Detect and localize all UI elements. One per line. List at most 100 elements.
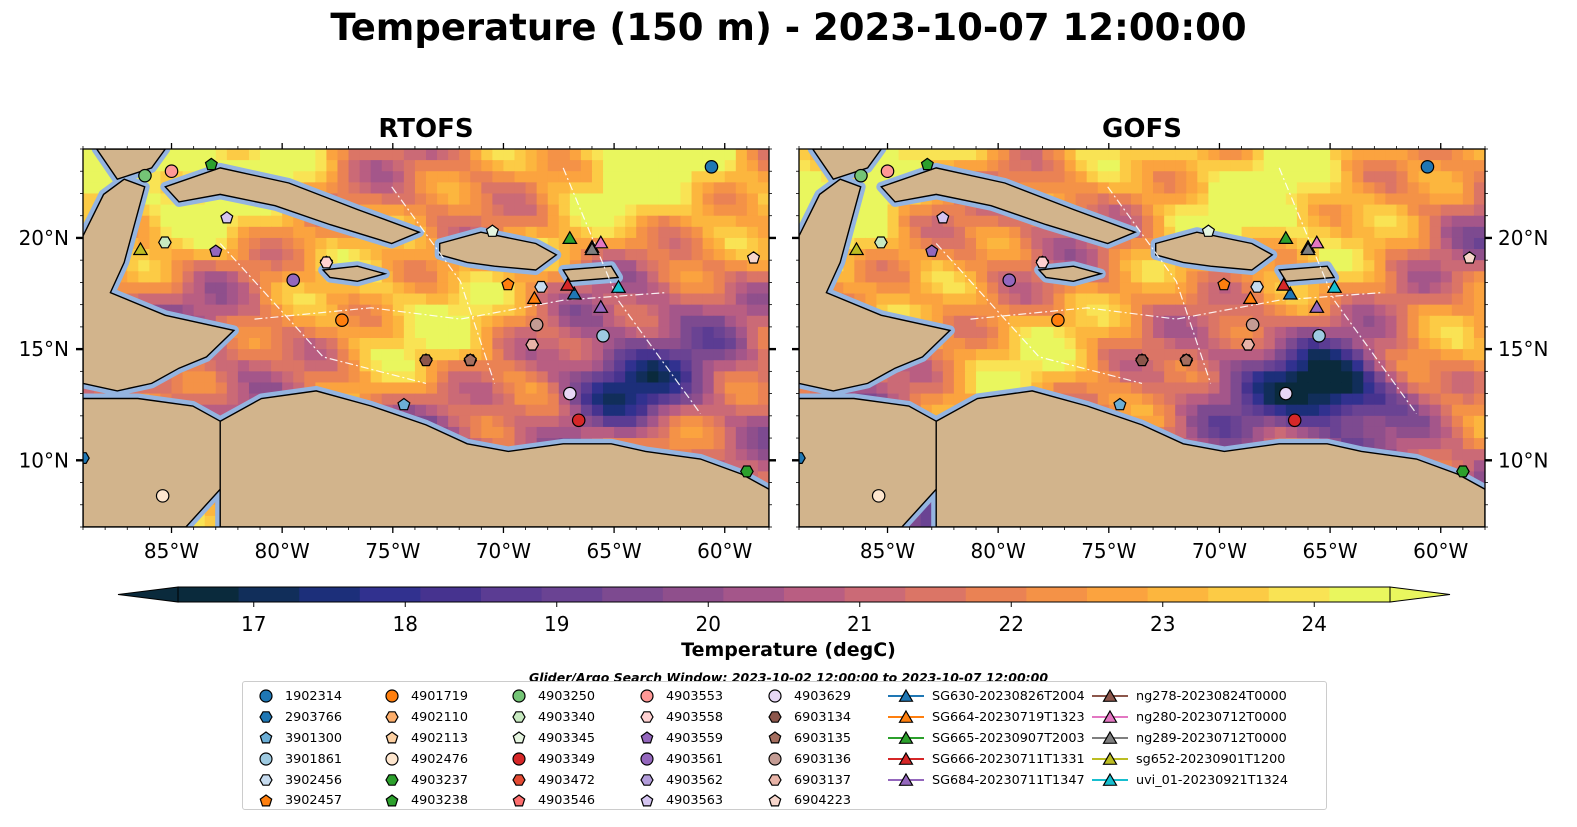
legend-marker — [640, 689, 654, 704]
legend-marker — [898, 731, 914, 745]
marker-3902456 — [534, 280, 548, 293]
legend-marker — [768, 689, 782, 704]
panel-title-gofs: GOFS — [1102, 114, 1182, 144]
legend-marker — [898, 751, 914, 766]
marker-SG666-20230711T1331 — [1275, 277, 1292, 291]
lon-tick-label: 65°W — [1302, 539, 1357, 563]
legend-label: 3901861 — [285, 751, 342, 767]
lon-tick-label: 85°W — [144, 539, 199, 563]
marker-4903563 — [936, 210, 950, 224]
pentagon-marker-icon — [259, 731, 273, 744]
legend-item: 4903629 — [764, 686, 851, 707]
marker-3902456 — [1250, 280, 1264, 293]
colorbar-tick-label: 17 — [241, 612, 266, 636]
legend-marker — [768, 731, 782, 744]
marker-6903136 — [1245, 317, 1260, 332]
marker-SG664-20230719T1323 — [1242, 290, 1259, 304]
legend-label: 4903472 — [538, 772, 595, 788]
marker-6904223 — [1462, 251, 1477, 264]
legend-column: SG630-20230826T2004 SG664-20230719T1323 SG… — [888, 686, 1085, 790]
marker-ng280-20230712T0000 — [1309, 235, 1325, 249]
marker-6903137 — [1241, 338, 1256, 351]
legend-label: 4903553 — [666, 688, 723, 704]
legend-label: SG664-20230719T1323 — [932, 709, 1085, 725]
marker-3901861 — [1312, 328, 1326, 343]
colorbar-bin — [662, 587, 724, 602]
legend-label: SG630-20230826T2004 — [932, 688, 1085, 704]
marker-sg652-20230901T1200 — [132, 241, 149, 256]
marker-4902476 — [155, 489, 170, 503]
legend-item: SG684-20230711T1347 — [888, 770, 1085, 791]
legend-column: ng278-20230824T0000 ng280-20230712T0000 ng… — [1092, 686, 1288, 790]
marker-SG666-20230711T1331 — [559, 277, 576, 291]
marker-3901300 — [397, 397, 411, 411]
legend-item: 4903546 — [508, 790, 595, 811]
marker-3901861 — [596, 328, 610, 343]
legend-item: 4903238 — [381, 790, 468, 811]
colorbar-bin — [723, 587, 785, 602]
triangle-marker-icon — [1092, 689, 1128, 703]
legend-column: 4903629 6903134 6903135 6903136 6903137 69042… — [764, 686, 851, 811]
lon-tick-label: 60°W — [1413, 539, 1468, 563]
legend-marker — [385, 731, 399, 744]
marker-6903134 — [1135, 354, 1149, 367]
legend-label: 6903135 — [794, 730, 851, 746]
legend-item: 4903562 — [636, 770, 723, 791]
colorbar-bin — [1208, 587, 1270, 602]
legend-column: 4903553 4903558 4903559 4903561 4903562 49035… — [636, 686, 723, 811]
lon-tick-label: 80°W — [255, 539, 310, 563]
legend-item: sg652-20230901T1200 — [1092, 749, 1288, 770]
lat-tick-label: 20°N — [19, 226, 69, 250]
marker-4903345 — [1201, 224, 1216, 237]
pentagon-marker-icon — [768, 731, 782, 744]
legend-marker — [640, 731, 654, 744]
legend-column: 1902314 2903766 3901300 3901861 3902456 39024… — [255, 686, 342, 811]
colorbar-bin — [1268, 587, 1330, 602]
marker-4901719 — [1051, 313, 1065, 328]
legend-label: 4903237 — [411, 772, 468, 788]
marker-4903349 — [571, 413, 586, 428]
marker-3901300 — [1113, 397, 1127, 411]
legend-item: 4903340 — [508, 707, 595, 728]
lon-tick-label: 65°W — [586, 539, 641, 563]
marker-SG684-20230711T1347 — [1309, 299, 1325, 313]
legend-label: 2903766 — [285, 709, 342, 725]
hexagon-marker-icon — [768, 774, 782, 786]
legend-marker — [640, 774, 654, 786]
marker-4903561 — [286, 273, 301, 287]
legend-marker — [640, 752, 654, 766]
marker-4903237 — [740, 465, 754, 478]
marker-4903237 — [1456, 465, 1470, 478]
legend-label: 4903345 — [538, 730, 595, 746]
marker-4903559 — [209, 244, 223, 257]
legend-label: sg652-20230901T1200 — [1136, 751, 1286, 767]
triangle-marker-icon — [888, 689, 924, 703]
legend-item: 6903136 — [764, 749, 851, 770]
legend-label: 4902113 — [411, 730, 468, 746]
marker-4903563 — [220, 210, 234, 224]
marker-3902457 — [501, 277, 515, 291]
circle-marker-icon — [512, 752, 526, 766]
marker-4903340 — [158, 236, 172, 249]
legend-marker — [1102, 772, 1118, 786]
triangle-marker-icon — [1092, 710, 1128, 724]
legend-marker — [259, 689, 273, 704]
marker-SG664-20230719T1323 — [526, 290, 543, 304]
legend-label: 4901719 — [411, 688, 468, 704]
legend-item: 4903349 — [508, 749, 595, 770]
circle-marker-icon — [512, 689, 526, 704]
legend-label: 4903563 — [666, 793, 723, 809]
legend-label: 3901300 — [285, 730, 342, 746]
pentagon-marker-icon — [512, 731, 526, 744]
colorbar-label: Temperature (degC) — [681, 639, 896, 661]
legend-marker — [768, 774, 782, 786]
colorbar-bin — [602, 587, 664, 602]
legend-label: 3902456 — [285, 772, 342, 788]
panel-title-rtofs: RTOFS — [378, 114, 474, 144]
legend-item: 6904223 — [764, 790, 851, 811]
triangle-marker-icon — [1092, 731, 1128, 745]
colorbar-bin — [481, 587, 543, 602]
legend-marker — [259, 774, 273, 786]
circle-marker-icon — [385, 752, 399, 766]
